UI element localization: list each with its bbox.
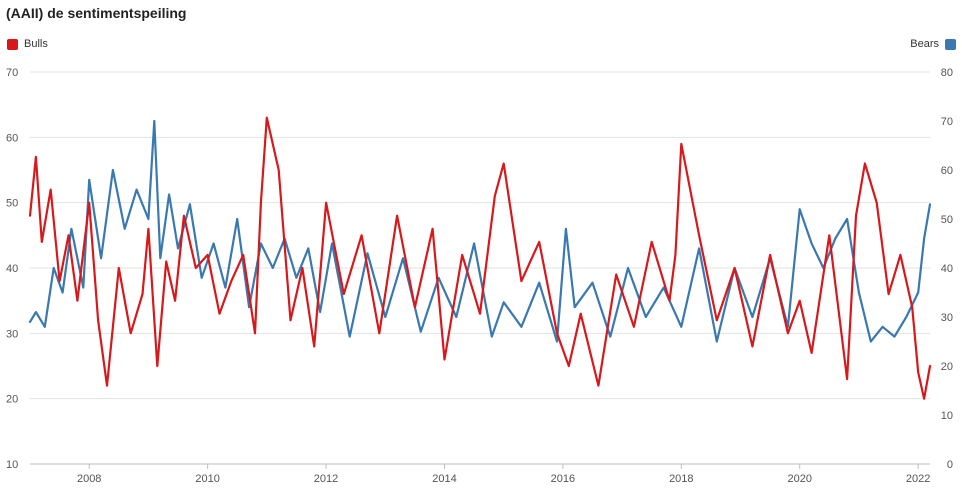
x-tick-2022: 2022 — [906, 473, 930, 485]
x-tick-2014: 2014 — [432, 473, 456, 485]
x-tick-2020: 2020 — [787, 473, 811, 485]
legend-bulls-label: Bulls — [24, 38, 48, 50]
right-tick-60: 60 — [941, 165, 953, 177]
right-tick-20: 20 — [941, 361, 953, 373]
series-line-bears — [28, 119, 932, 343]
legend-bears: Bears — [910, 38, 956, 50]
x-tick-2012: 2012 — [314, 473, 338, 485]
left-tick-10: 10 — [6, 459, 18, 471]
right-tick-30: 30 — [941, 312, 953, 324]
x-axis-ticks: 2008 2010 2012 2014 2016 2018 2020 2022 — [77, 464, 930, 485]
legend-bulls-swatch — [7, 38, 18, 50]
left-tick-70: 70 — [6, 67, 18, 79]
x-tick-2016: 2016 — [551, 473, 575, 485]
chart-title: (AAII) de sentimentspeiling — [6, 5, 187, 21]
x-tick-2010: 2010 — [195, 473, 219, 485]
left-tick-40: 40 — [6, 263, 18, 275]
left-tick-20: 20 — [6, 394, 18, 406]
right-tick-80: 80 — [941, 67, 953, 79]
right-tick-50: 50 — [941, 214, 953, 226]
right-tick-40: 40 — [941, 263, 953, 275]
x-tick-2008: 2008 — [77, 473, 101, 485]
right-tick-10: 10 — [941, 410, 953, 422]
series-lines — [28, 116, 932, 400]
right-tick-0: 0 — [947, 459, 953, 471]
left-tick-50: 50 — [6, 198, 18, 210]
legend-bulls: Bulls — [7, 38, 48, 50]
right-axis-ticks: 0 10 20 30 40 50 60 70 80 — [941, 67, 953, 471]
left-tick-60: 60 — [6, 132, 18, 144]
legend-bears-label: Bears — [910, 38, 939, 50]
left-axis-ticks: 10 20 30 40 50 60 70 — [6, 67, 18, 471]
legend-bears-swatch — [945, 38, 956, 50]
gridlines — [30, 71, 930, 465]
left-tick-30: 30 — [6, 328, 18, 340]
x-tick-2018: 2018 — [669, 473, 693, 485]
right-tick-70: 70 — [941, 116, 953, 128]
series-line-bulls — [28, 116, 932, 400]
